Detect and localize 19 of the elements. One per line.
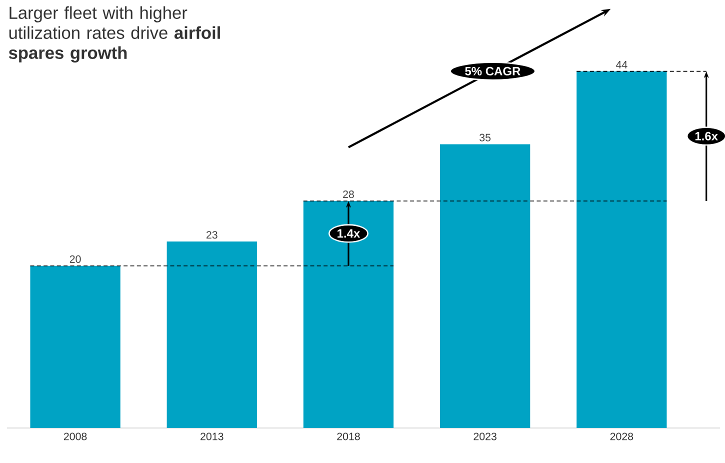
bar — [30, 266, 120, 428]
bar — [440, 144, 530, 428]
data-label: 35 — [480, 134, 491, 142]
annotation: 1.6x — [695, 132, 718, 140]
bar — [303, 201, 394, 428]
chart-title: Larger fleet with higher utilization rates drive airfoil spares growth — [8, 6, 220, 62]
x-tick-label: 2008 — [64, 432, 87, 440]
data-label: 23 — [206, 231, 218, 239]
annotation: 1.4x — [338, 229, 360, 238]
data-label: 28 — [343, 190, 354, 198]
bar — [166, 242, 257, 428]
x-tick-label: 2018 — [337, 432, 360, 440]
data-label: 44 — [616, 61, 628, 68]
bar — [576, 71, 667, 428]
annotation: 5% CAGR — [465, 66, 520, 76]
data-label: 20 — [70, 255, 81, 263]
x-tick-label: 2028 — [610, 432, 634, 440]
x-tick-label: 2023 — [474, 432, 496, 440]
x-tick-label: 2013 — [200, 432, 224, 440]
